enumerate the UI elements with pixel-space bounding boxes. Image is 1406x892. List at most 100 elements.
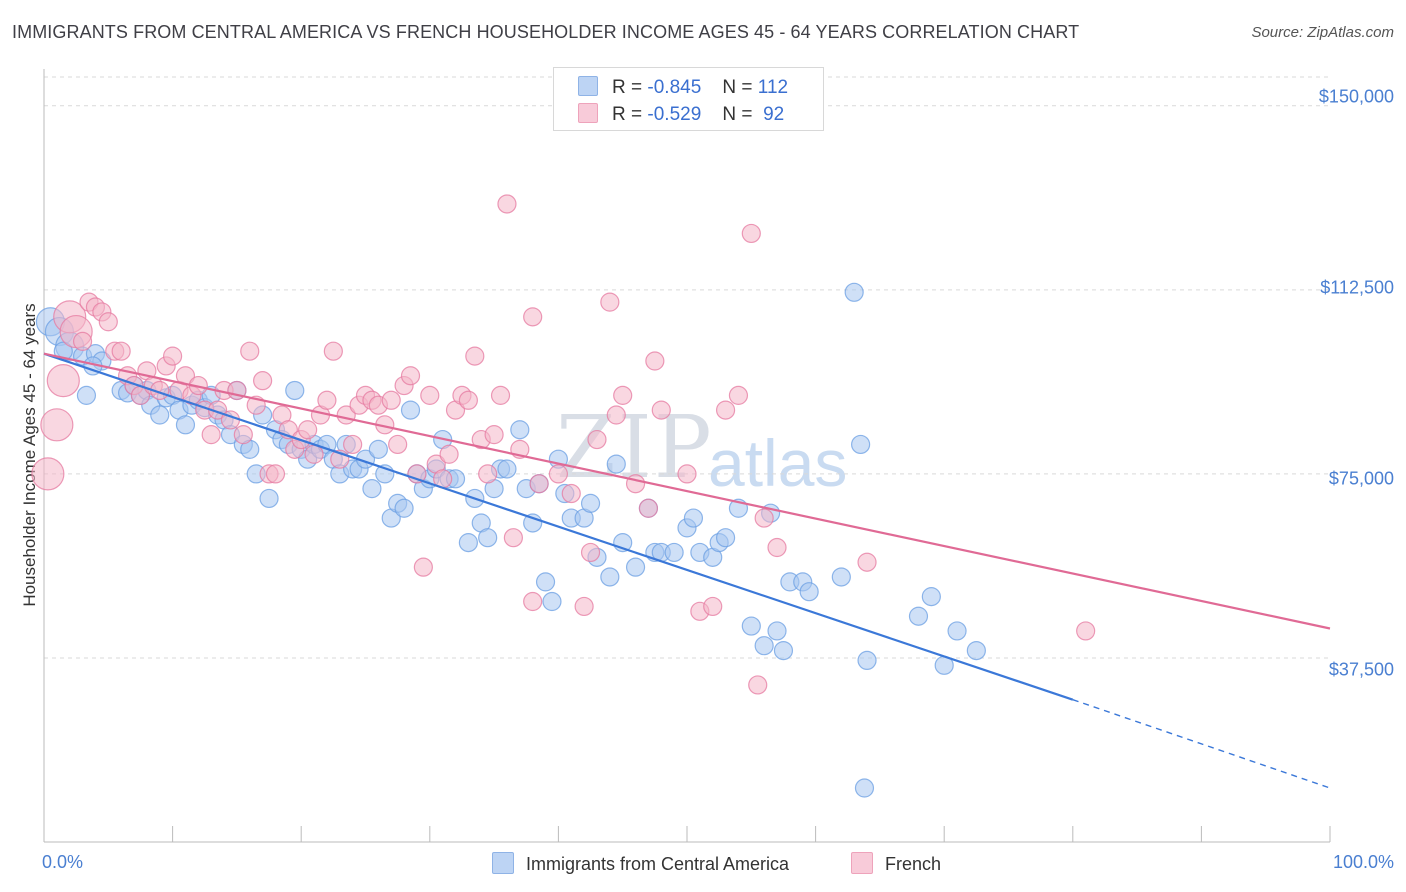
point-french xyxy=(317,390,337,410)
point-central-america xyxy=(285,380,305,401)
point-french xyxy=(72,331,93,351)
point-french xyxy=(304,444,324,464)
bottom-legend-swatch-pink xyxy=(851,852,873,874)
bottom-legend-french: French xyxy=(851,852,941,875)
legend-swatch-blue xyxy=(578,76,598,96)
data-points xyxy=(31,194,1096,798)
point-central-america xyxy=(767,621,787,641)
source-label: Source: ZipAtlas.com xyxy=(1251,24,1394,41)
point-central-america xyxy=(362,479,382,499)
point-french xyxy=(503,528,523,548)
point-central-america xyxy=(715,528,736,548)
point-french xyxy=(767,537,787,558)
point-central-america xyxy=(458,533,478,553)
point-french xyxy=(163,346,183,366)
point-french xyxy=(580,542,601,563)
legend-row-french: R = -0.529 N = 92 xyxy=(578,103,784,126)
chart-title: IMMIGRANTS FROM CENTRAL AMERICA VS FRENC… xyxy=(12,22,1080,42)
y-tick-37500: $37,500 xyxy=(1328,659,1394,680)
point-central-america xyxy=(510,420,530,440)
point-french xyxy=(233,425,253,445)
point-central-america xyxy=(76,385,97,405)
point-central-america xyxy=(851,434,871,455)
point-central-america xyxy=(368,439,388,459)
point-french xyxy=(728,385,749,405)
point-french xyxy=(98,312,118,332)
point-french xyxy=(420,385,440,405)
point-french xyxy=(857,552,877,572)
point-french xyxy=(381,390,401,410)
point-central-america xyxy=(150,405,170,425)
point-french xyxy=(529,474,549,494)
point-central-america xyxy=(844,282,864,302)
point-french xyxy=(651,400,671,420)
point-french xyxy=(458,390,478,410)
point-central-america xyxy=(754,636,774,656)
regression-lines xyxy=(43,352,1331,789)
regression-line-central-america xyxy=(43,352,1074,701)
point-french xyxy=(523,591,543,612)
point-central-america xyxy=(741,616,761,636)
point-french xyxy=(497,194,517,214)
point-french xyxy=(613,385,633,405)
point-central-america xyxy=(773,640,794,661)
point-central-america xyxy=(857,650,877,671)
point-french xyxy=(574,596,594,617)
point-french xyxy=(265,464,286,484)
point-french xyxy=(490,385,511,405)
point-french xyxy=(413,557,433,577)
point-central-america xyxy=(600,567,620,587)
point-french xyxy=(484,425,504,445)
point-french xyxy=(1076,621,1096,641)
point-central-america xyxy=(542,591,562,612)
point-french xyxy=(240,341,260,361)
point-french xyxy=(625,474,646,494)
point-central-america xyxy=(947,621,967,641)
point-french xyxy=(523,307,543,327)
point-french xyxy=(677,464,697,484)
point-french xyxy=(754,508,774,528)
point-french xyxy=(741,223,761,244)
legend-row-central-america: R = -0.845 N = 112 xyxy=(578,76,788,99)
point-central-america xyxy=(908,606,929,626)
point-french xyxy=(715,400,736,420)
point-central-america xyxy=(400,400,421,420)
point-french xyxy=(638,498,659,518)
point-french xyxy=(400,366,421,386)
point-french xyxy=(201,425,221,445)
watermark-atlas: atlas xyxy=(708,426,848,500)
point-central-america xyxy=(966,640,986,661)
bottom-legend-central-america: Immigrants from Central America xyxy=(492,852,789,875)
point-french xyxy=(298,420,318,440)
point-french xyxy=(111,341,131,361)
point-french xyxy=(548,464,569,484)
point-central-america xyxy=(854,778,875,798)
point-central-america xyxy=(831,567,851,587)
regression-line-french xyxy=(43,352,1331,630)
point-french xyxy=(323,341,343,361)
x-tick-min: 0.0% xyxy=(42,852,84,872)
point-central-america xyxy=(799,582,819,602)
y-tick-75000: $75,000 xyxy=(1328,468,1394,489)
point-central-america xyxy=(606,454,626,474)
point-french xyxy=(253,371,273,391)
point-french xyxy=(465,346,485,366)
point-french xyxy=(439,444,459,464)
point-central-america xyxy=(580,493,601,513)
point-central-america xyxy=(683,508,704,528)
bottom-legend-swatch-blue xyxy=(492,852,514,874)
point-central-america xyxy=(921,587,941,607)
point-french xyxy=(388,434,408,455)
point-central-america xyxy=(664,542,684,563)
point-central-america xyxy=(497,459,517,479)
legend: R = -0.845 N = 112 R = -0.529 N = 92 xyxy=(553,67,824,131)
point-french xyxy=(645,351,665,371)
axes xyxy=(43,69,1331,843)
point-french xyxy=(606,405,626,425)
point-french xyxy=(600,292,620,312)
point-central-america xyxy=(535,572,556,592)
legend-swatch-pink xyxy=(578,103,598,123)
point-central-america xyxy=(625,557,646,577)
x-tick-max: 100.0% xyxy=(1332,852,1394,872)
